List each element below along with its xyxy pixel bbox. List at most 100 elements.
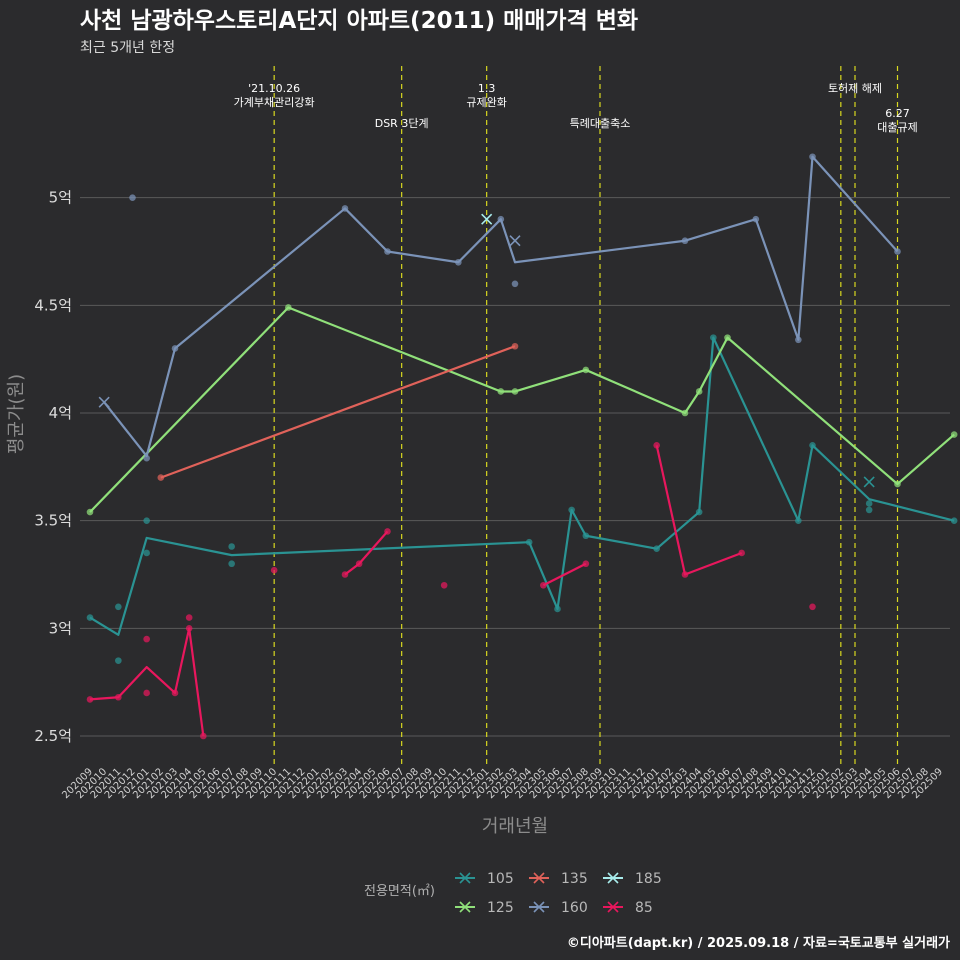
data-point-105 [554,605,561,613]
series-line-135 [160,345,516,479]
event-annotation: 토허제 해제 [828,81,882,95]
data-point-125 [950,431,958,438]
legend-title: 전용면적(㎡) [364,884,435,899]
event-annotation: 특례대출축소 [570,117,631,130]
legend-item-135: 135 [529,871,588,887]
data-point-105 [115,657,122,664]
data-point-105 [695,508,703,516]
legend-label: 185 [635,871,662,887]
data-point-105 [143,517,150,524]
data-point-125 [681,409,689,417]
data-point-105 [865,500,873,507]
data-point-105 [653,545,660,552]
data-point-85 [440,581,448,589]
data-point-125 [582,366,590,374]
legend-swatch-cross [533,872,545,884]
data-point-160 [143,454,150,462]
legend-item-125: 125 [455,900,514,916]
data-point-105 [865,506,873,514]
data-point-85 [143,635,150,643]
legend: 전용면적(㎡) 105 135 185 125 160 85 [364,871,662,916]
data-point-125 [497,388,505,395]
cross-stroke [509,235,521,247]
legend-label: 105 [487,871,514,887]
data-point-85 [200,732,207,740]
legend-label: 135 [561,871,588,887]
legend-swatch-cross [459,872,471,884]
cross-stroke [98,396,110,408]
data-point-85 [738,549,745,557]
data-point-125 [894,480,901,488]
legend-swatch-cross [607,872,619,884]
y-tick-label: 4.5억 [34,296,72,314]
caption: ©디아파트(dapt.kr) / 2025.09.18 / 자료=국토교통부 실… [567,935,950,951]
data-point-85 [809,603,816,611]
data-point-85 [681,571,689,578]
cross-stroke [863,476,875,488]
data-point-160 [341,205,349,212]
data-point-85 [270,566,278,574]
data-point-85 [582,560,590,568]
data-point-135 [511,342,519,350]
data-point-160 [129,194,136,201]
cross-stroke [481,213,493,225]
data-point-160 [795,336,802,344]
data-point-135 [157,474,165,481]
data-point-105 [568,506,575,514]
data-point-105 [809,442,816,449]
data-point-85 [653,442,660,449]
legend-item-85: 85 [603,900,653,916]
y-tick-label: 3.5억 [34,512,72,530]
data-point-105 [115,603,122,611]
event-annotation: 1.3 규제완화 [466,82,506,109]
series-line-125 [89,306,955,513]
data-point-160 [511,280,519,288]
chart-title: 사천 남광하우스토리A단지 아파트(2011) 매매가격 변화 [80,8,638,34]
data-cross-185 [481,213,493,225]
data-point-105 [86,614,94,621]
x-axis-label: 거래년월 [482,816,548,837]
data-point-105 [710,334,717,341]
data-point-85 [143,689,150,697]
data-point-85 [171,689,179,697]
data-point-105 [525,538,533,546]
y-axis-label: 평균가(원) [6,374,27,454]
data-point-85 [341,571,349,578]
data-point-160 [752,215,760,223]
data-point-160 [681,237,689,245]
data-point-125 [724,334,731,341]
data-point-105 [143,549,150,557]
data-point-85 [185,625,193,632]
data-point-85 [115,693,122,701]
series-line-160 [103,155,899,458]
data-point-160 [809,153,816,161]
data-point-160 [384,248,391,255]
y-tick-label: 5억 [49,189,72,207]
data-point-105 [228,560,235,568]
data-point-160 [455,258,462,266]
series-line-105 [89,336,955,636]
data-point-105 [950,517,958,524]
legend-label: 85 [635,900,653,916]
series-line-85 [542,562,587,587]
data-point-85 [86,696,94,703]
y-tick-label: 4억 [49,404,72,422]
event-annotation: '21.10.26 가계부채관리강화 [234,82,315,109]
data-point-125 [86,508,94,516]
data-point-125 [695,388,703,395]
data-point-85 [355,560,363,568]
data-point-125 [285,304,292,311]
data-cross-160 [98,396,110,408]
legend-label: 160 [561,900,588,916]
data-cross-160 [509,235,521,247]
data-point-160 [171,345,179,352]
legend-swatch-cross [459,901,471,913]
data-point-85 [384,528,391,535]
legend-label: 125 [487,900,514,916]
legend-swatch-cross [607,901,619,913]
data-point-105 [582,532,590,540]
data-cross-105 [863,476,875,488]
data-point-125 [511,388,519,395]
plot-area: 2.5억3억3.5억4억4.5억5억2020092020102020112020… [34,66,958,801]
